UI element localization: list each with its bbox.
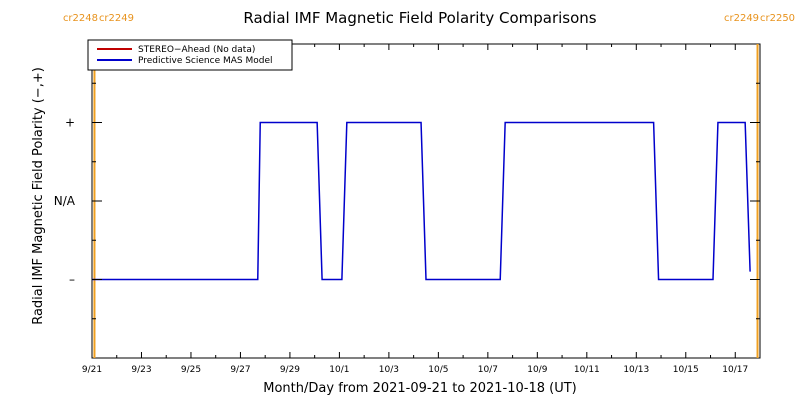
x-tick-label: 9/29 — [280, 365, 300, 375]
x-axis-label: Month/Day from 2021-09-21 to 2021-10-18 … — [263, 381, 576, 396]
x-tick-label: 10/5 — [428, 365, 448, 375]
x-tick-label: 10/1 — [329, 365, 349, 375]
legend: STEREO−Ahead (No data)Predictive Science… — [87, 39, 293, 71]
x-tick-label: 9/23 — [131, 365, 151, 375]
x-tick-label: 10/3 — [379, 365, 399, 375]
carrington-label: cr2250 — [760, 13, 795, 24]
x-tick-label: 9/25 — [181, 365, 201, 375]
carrington-label: cr2249 — [724, 13, 759, 24]
x-tick-label: 9/27 — [230, 365, 250, 375]
series-group — [92, 121, 751, 281]
x-tick-label: 10/17 — [722, 365, 748, 375]
x-axis-ticks: 9/21 9/23 9/25 9/27 9/29 10/1 10/3 10/5 10/7 10/9… — [82, 44, 748, 375]
chart-title: Radial IMF Magnetic Field Polarity Compa… — [243, 9, 596, 27]
x-tick-label: 10/15 — [673, 365, 699, 375]
carrington-label: cr2248 — [63, 13, 98, 24]
plot-frame — [91, 43, 761, 359]
x-tick-label: 10/13 — [623, 365, 649, 375]
y-axis-ticks: + N/A – — [54, 82, 760, 320]
carrington-label: cr2249 — [99, 13, 134, 24]
x-tick-label: 10/11 — [574, 365, 600, 375]
legend-label: Predictive Science MAS Model — [138, 56, 273, 66]
x-tick-label: 9/21 — [82, 365, 102, 375]
series-line-mas-model — [92, 121, 751, 281]
legend-box — [87, 39, 293, 71]
x-tick-label: 10/9 — [527, 365, 547, 375]
y-axis-label: Radial IMF Magnetic Field Polarity (−,+) — [31, 67, 46, 325]
x-tick-label: 10/7 — [478, 365, 498, 375]
legend-label: STEREO−Ahead (No data) — [138, 45, 255, 55]
y-tick-label: – — [69, 273, 75, 287]
y-tick-label: + — [65, 116, 75, 130]
y-tick-label: N/A — [54, 194, 76, 208]
